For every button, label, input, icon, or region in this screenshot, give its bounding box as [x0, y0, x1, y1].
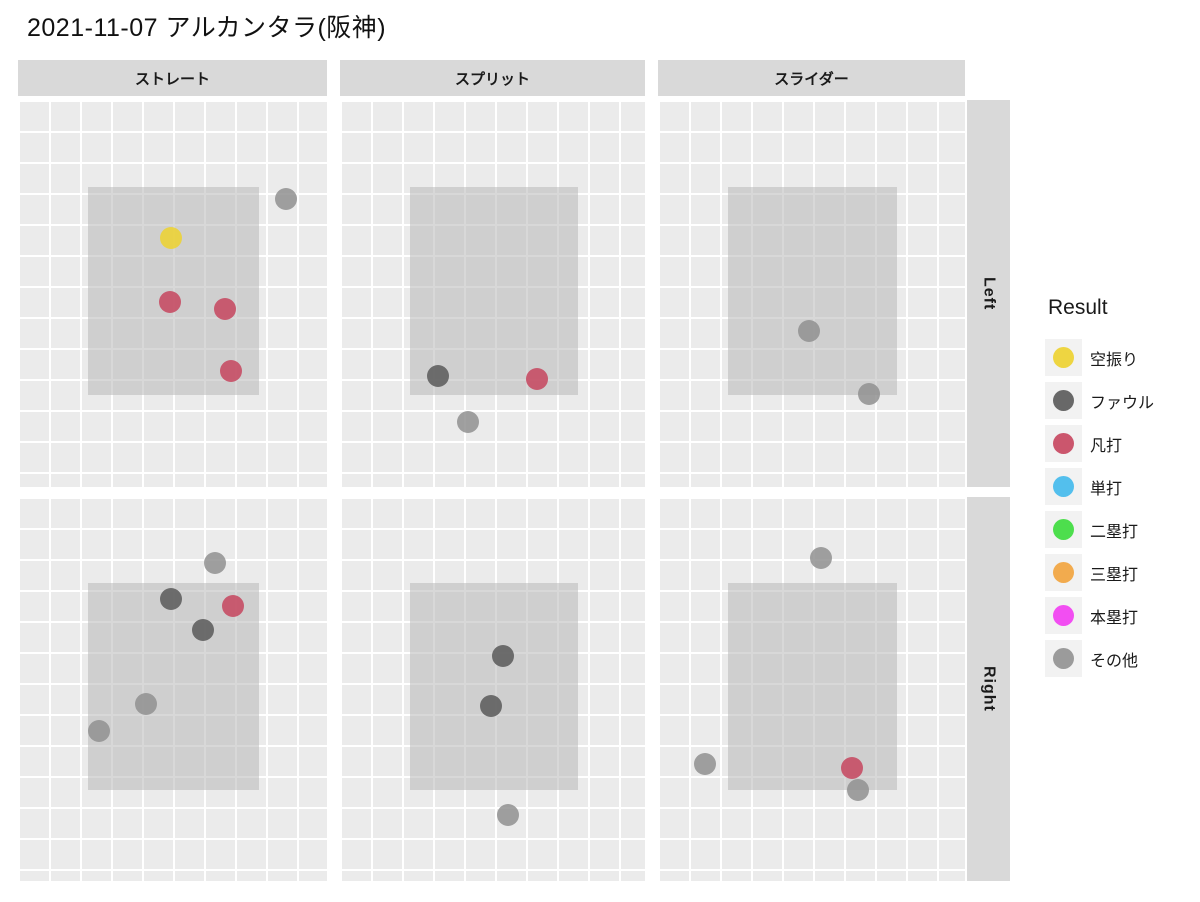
facet-panel-left-splitter [340, 100, 645, 487]
legend-title: Result [1048, 296, 1108, 319]
chart-title: 2021-11-07 アルカンタラ(阪神) [27, 14, 387, 42]
pitch-point [857, 383, 880, 406]
pitch-point [159, 227, 182, 250]
legend-item: その他 [1045, 637, 1195, 680]
pitch-point [846, 778, 869, 801]
legend-label: 凡打 [1090, 437, 1123, 455]
strike-zone [409, 583, 578, 790]
legend-key [1045, 640, 1082, 677]
legend-key [1045, 425, 1082, 462]
legend-items: 空振りファウル凡打単打二塁打三塁打本塁打その他 [1045, 336, 1195, 680]
pitch-point [192, 618, 215, 641]
facet-strip-left: Left [967, 100, 1010, 487]
legend-item: 空振り [1045, 336, 1195, 379]
legend-item: 本塁打 [1045, 594, 1195, 637]
legend-key [1045, 339, 1082, 376]
facet-strip-right: Right [967, 497, 1010, 881]
pitch-point [457, 410, 480, 433]
pitch-point [693, 752, 716, 775]
legend-key [1045, 511, 1082, 548]
pitch-point [214, 297, 237, 320]
legend-item: ファウル [1045, 379, 1195, 422]
legend-color-dot [1053, 476, 1074, 497]
pitch-point [219, 359, 242, 382]
legend-color-dot [1053, 562, 1074, 583]
legend-label: 二塁打 [1090, 523, 1139, 541]
legend-color-dot [1053, 648, 1074, 669]
strike-zone [409, 187, 578, 395]
facet-strip-slider: スライダー [658, 60, 965, 96]
pitch-point [204, 552, 227, 575]
legend-color-dot [1053, 605, 1074, 626]
pitch-point [497, 803, 520, 826]
facet-strip-splitter: スプリット [340, 60, 645, 96]
pitch-point [159, 588, 182, 611]
pitch-point [159, 291, 182, 313]
pitch-point [426, 364, 449, 387]
legend: Result 空振りファウル凡打単打二塁打三塁打本塁打その他 [1045, 296, 1195, 680]
legend-key [1045, 382, 1082, 419]
legend-color-dot [1053, 519, 1074, 540]
pitch-point [526, 368, 549, 391]
facet-panel-right-splitter [340, 497, 645, 881]
legend-label: ファウル [1090, 394, 1155, 412]
pitch-point [87, 719, 110, 742]
legend-label: その他 [1090, 652, 1139, 670]
legend-item: 二塁打 [1045, 508, 1195, 551]
pitch-point [134, 692, 157, 715]
legend-label: 本塁打 [1090, 609, 1139, 627]
legend-key [1045, 597, 1082, 634]
legend-item: 単打 [1045, 465, 1195, 508]
pitch-point [491, 644, 514, 667]
strike-zone [88, 583, 259, 790]
legend-key [1045, 468, 1082, 505]
legend-item: 凡打 [1045, 422, 1195, 465]
facet-panel-right-fastball [18, 497, 327, 881]
pitch-point [479, 694, 502, 717]
facet-panel-left-fastball [18, 100, 327, 487]
pitch-point [798, 320, 821, 343]
pitch-point [841, 757, 864, 780]
pitch-point [274, 188, 297, 211]
legend-color-dot [1053, 433, 1074, 454]
legend-item: 三塁打 [1045, 551, 1195, 594]
facet-panel-right-slider [658, 497, 965, 881]
legend-label: 単打 [1090, 480, 1123, 498]
legend-label: 空振り [1090, 351, 1139, 369]
pitch-point [222, 595, 245, 618]
legend-label: 三塁打 [1090, 566, 1139, 584]
legend-color-dot [1053, 347, 1074, 368]
strike-zone [727, 583, 898, 790]
facet-strip-fastball: ストレート [18, 60, 327, 96]
legend-key [1045, 554, 1082, 591]
legend-color-dot [1053, 390, 1074, 411]
strike-zone [727, 187, 898, 395]
pitch-point [810, 547, 833, 570]
facet-panel-left-slider [658, 100, 965, 487]
